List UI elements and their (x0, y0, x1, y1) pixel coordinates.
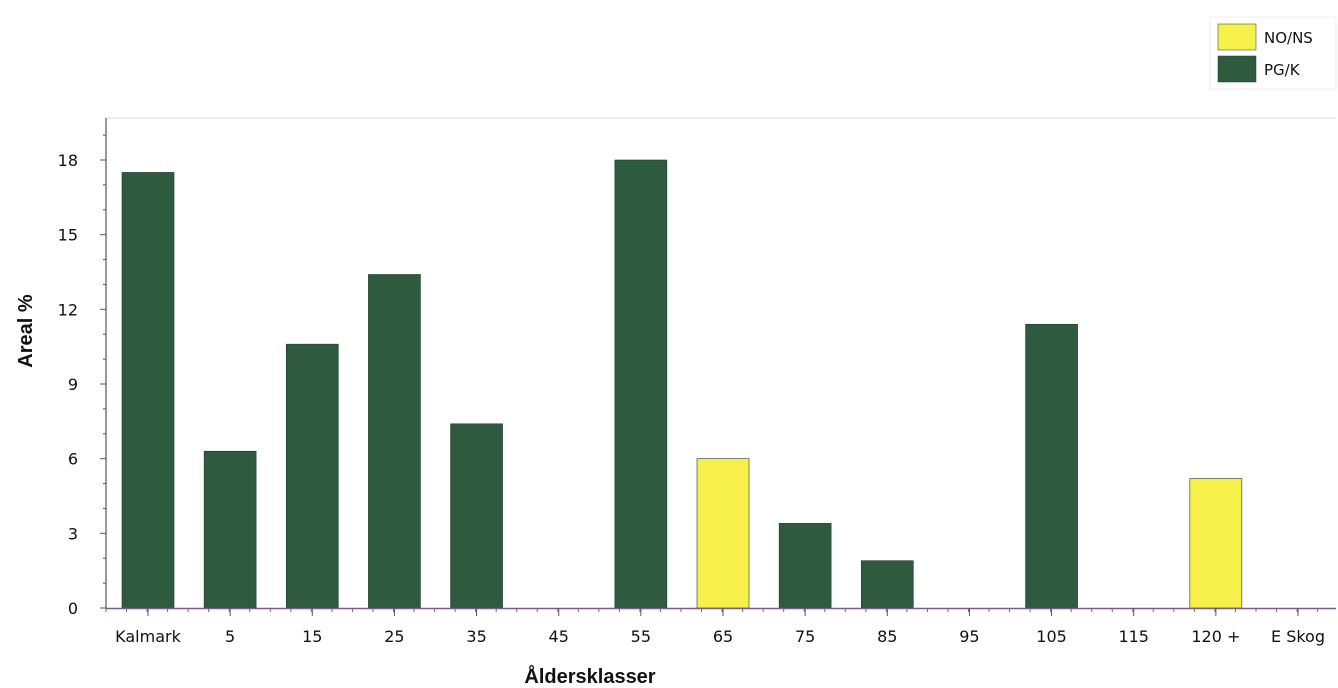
bar-no-ns-7 (696, 458, 750, 609)
y-tick-label-18: 18 (58, 151, 78, 170)
bar-pg-k-4 (450, 423, 503, 609)
x-tick-label-8: 75 (795, 627, 815, 646)
legend-label-0: NO/NS (1264, 29, 1313, 47)
x-tick-label-4: 35 (466, 627, 486, 646)
y-tick-label-15: 15 (58, 226, 78, 245)
x-tick-label-11: 105 (1036, 627, 1067, 646)
axes-layer: 0 3 6 9 12 15 18 Kalmark 5 15 25 35 45 55 65 75 85 95 105 1… (58, 117, 1336, 646)
legend-swatch-1 (1217, 55, 1257, 83)
bar-pg-k-2 (285, 343, 339, 609)
x-tick-label-5: 45 (549, 627, 569, 646)
x-tick-label-6: 55 (631, 627, 651, 646)
y-tick-label-9: 9 (68, 375, 78, 394)
x-tick-label-9: 85 (877, 627, 897, 646)
x-tick-label-13: 120 + (1191, 627, 1240, 646)
legend-swatch-0 (1217, 23, 1257, 51)
y-tick-label-12: 12 (58, 300, 78, 319)
bar-pg-k-9 (860, 560, 914, 609)
x-tick-label-14: E Skog (1271, 627, 1325, 646)
y-tick-label-0: 0 (68, 599, 78, 618)
legend: NO/NS PG/K (1209, 16, 1337, 90)
bar-pg-k-3 (368, 274, 421, 609)
y-tick-label-3: 3 (68, 524, 78, 543)
x-axis-title: Åldersklasser (524, 664, 655, 688)
bar-pg-k-8 (778, 523, 832, 609)
x-tick-label-10: 95 (959, 627, 979, 646)
bar-pg-k-11 (1025, 323, 1078, 609)
bar-pg-k-1 (203, 450, 257, 609)
y-axis-title: Areal % (15, 294, 37, 368)
x-tick-label-7: 65 (713, 627, 733, 646)
x-tick-label-1: 5 (225, 627, 235, 646)
bar-pg-k-0 (121, 172, 175, 609)
bar-no-ns-13 (1189, 478, 1243, 609)
x-tick-label-3: 25 (384, 627, 404, 646)
x-tick-label-0: Kalmark (115, 627, 181, 646)
bar-pg-k-6 (614, 159, 668, 609)
legend-label-1: PG/K (1264, 61, 1301, 79)
x-tick-label-2: 15 (302, 627, 322, 646)
bars-layer (121, 159, 1243, 609)
x-tick-label-12: 115 (1118, 627, 1149, 646)
y-tick-label-6: 6 (68, 450, 78, 469)
